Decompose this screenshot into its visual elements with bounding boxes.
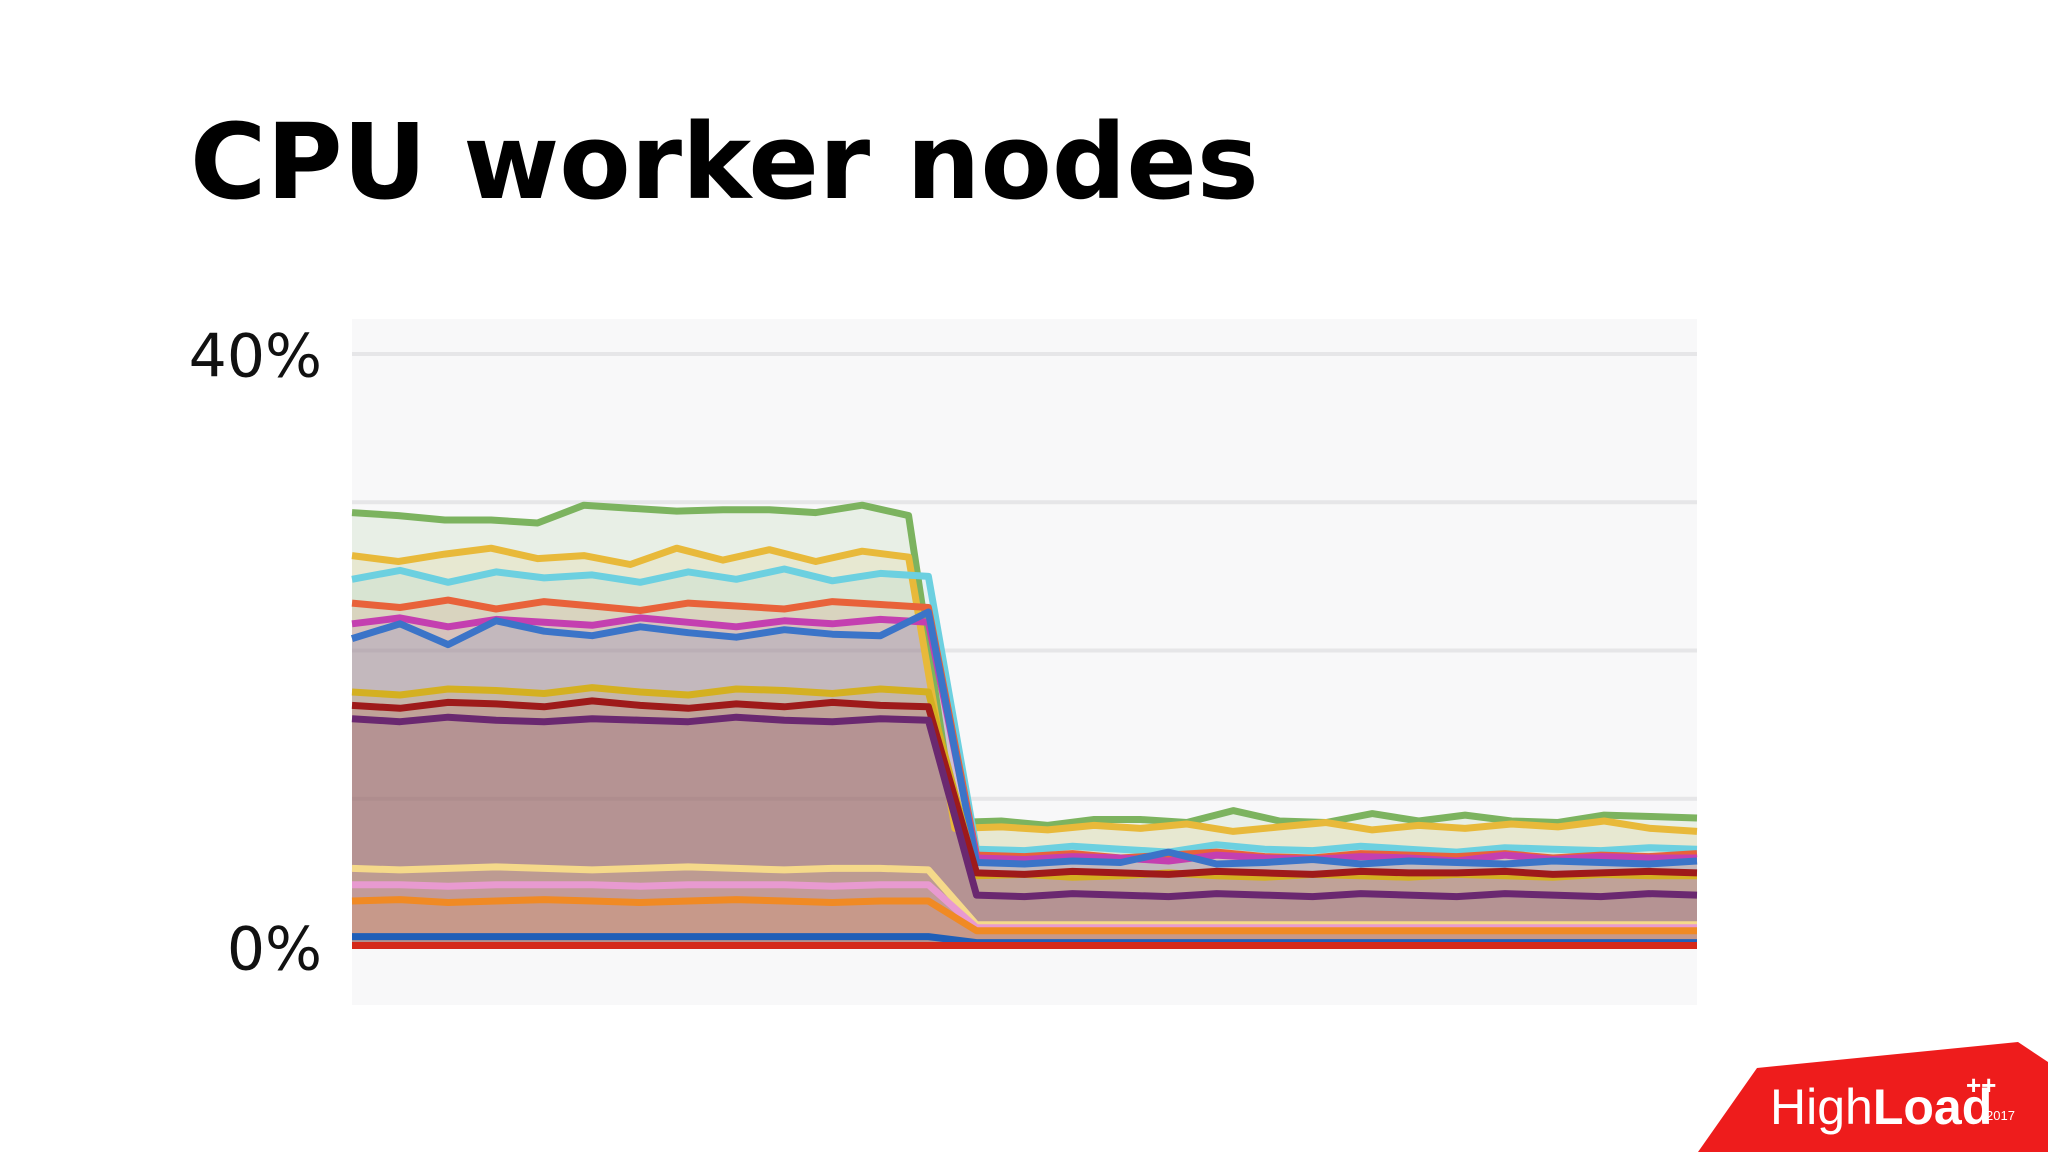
series-line xyxy=(351,896,1697,935)
logo-bold: Load xyxy=(1873,1079,1992,1135)
y-tick-label: 0% xyxy=(227,915,322,985)
lines xyxy=(350,501,1698,949)
series-line xyxy=(351,614,1697,865)
series-line xyxy=(351,697,1698,878)
series-area xyxy=(352,717,1697,947)
plot-background xyxy=(352,319,1697,1005)
series-line xyxy=(351,713,1698,901)
logo-text: HighLoad xyxy=(1770,1079,1992,1135)
plot xyxy=(350,352,1698,949)
logo-light: High xyxy=(1770,1079,1873,1135)
y-tick-label: 40% xyxy=(189,322,322,392)
logo-shape xyxy=(1698,1042,2048,1152)
logo-year: 2017 xyxy=(1986,1108,2015,1123)
series-line xyxy=(351,544,1698,835)
series-line xyxy=(350,608,1698,868)
series-area xyxy=(352,505,1697,947)
series-area xyxy=(352,600,1697,947)
chart-title: CPU worker nodes xyxy=(190,101,1259,223)
series-line xyxy=(351,565,1698,856)
logo: HighLoad ++ 2017 xyxy=(1698,1042,2048,1152)
logo-plus: ++ xyxy=(1966,1070,1996,1100)
series-line xyxy=(351,501,1698,829)
